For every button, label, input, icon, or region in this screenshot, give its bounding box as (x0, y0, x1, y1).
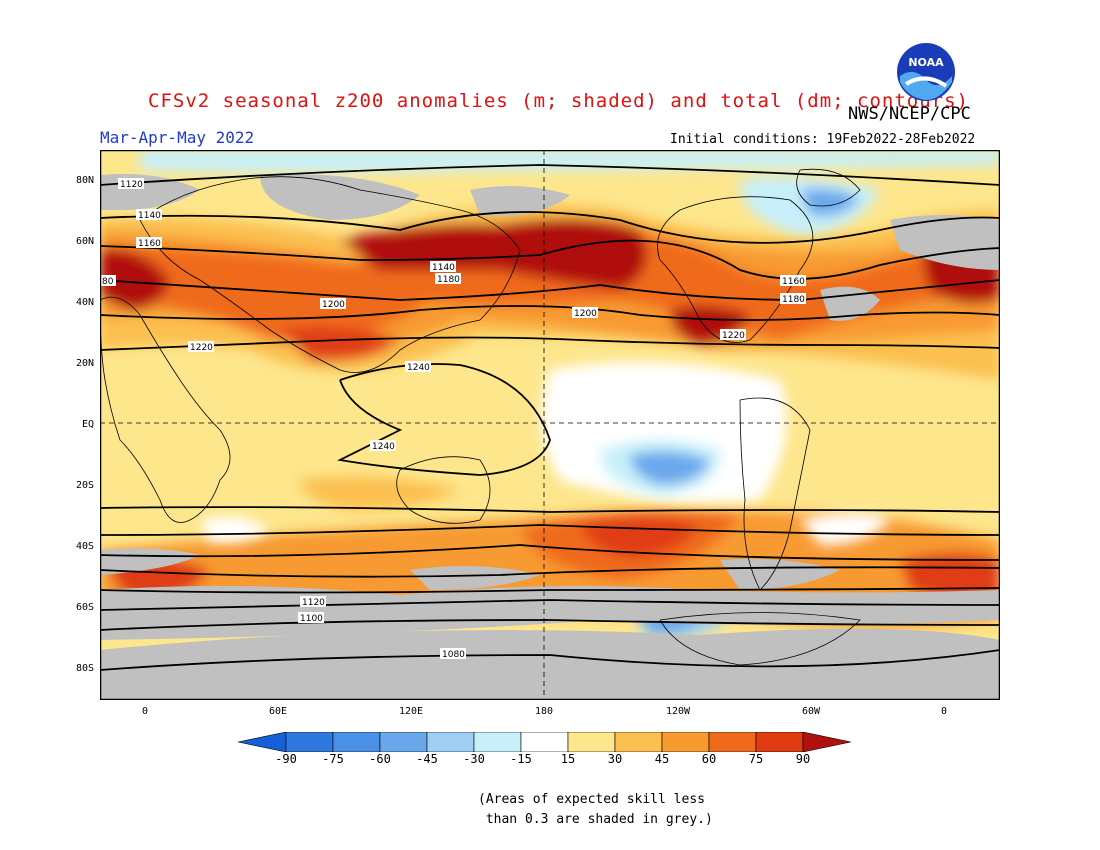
colorbar-swatch (332, 731, 381, 753)
lat-label: 20N (75, 358, 94, 369)
contour-label: 1120 (120, 180, 143, 190)
anomaly-shading-negative (140, 150, 1000, 640)
lat-label: 80S (75, 663, 94, 674)
contour-label: 80 (102, 277, 114, 287)
lon-label: 180 (534, 706, 554, 717)
lat-label: 80N (75, 175, 94, 186)
contour-label: 1180 (437, 275, 460, 285)
lat-label: EQ (81, 419, 94, 430)
lon-label: 60W (801, 706, 821, 717)
map-frame (99, 149, 1001, 701)
colorbar-tick-label: -90 (275, 752, 297, 766)
noaa-logo-text: NOAA (908, 56, 944, 69)
colorbar-swatch (708, 731, 757, 753)
contour-label: 1240 (407, 363, 430, 373)
colorbar-tick-label: -75 (322, 752, 344, 766)
lon-label: 0 (141, 706, 149, 717)
colorbar-tick-label: -45 (416, 752, 438, 766)
colorbar-tick-label: 75 (748, 752, 764, 766)
contour-label: 1200 (574, 309, 597, 319)
lat-label: 40S (75, 541, 94, 552)
contour-label: 1160 (782, 277, 805, 287)
colorbar-swatch (285, 731, 334, 753)
skill-note-line2: than 0.3 are shaded in grey.) (478, 812, 713, 827)
colorbar-tick-label: 60 (701, 752, 717, 766)
contour-label: 1240 (372, 442, 395, 452)
colorbar-swatch (473, 731, 522, 753)
contour-label: 1220 (722, 331, 745, 341)
colorbar-tick-label: 15 (560, 752, 576, 766)
contour-label: 1140 (432, 263, 455, 273)
colorbar-tick-label: 45 (654, 752, 670, 766)
lat-label: 60S (75, 602, 94, 613)
height-contours (100, 164, 1000, 671)
contour-label: 1160 (138, 239, 161, 249)
contour-label: 1080 (442, 650, 465, 660)
map-title: CFSv2 seasonal z200 anomalies (m; shaded… (148, 90, 969, 112)
colorbar-arrow-left (237, 731, 287, 753)
agency-label: NWS/NCEP/CPC (848, 104, 971, 124)
continent-outlines (100, 168, 861, 666)
colorbar-swatch (379, 731, 428, 753)
lat-label: 40N (75, 297, 94, 308)
contour-label: 1200 (322, 300, 345, 310)
colorbar-swatch (755, 731, 804, 753)
colorbar-tick-label: -60 (369, 752, 391, 766)
contour-label: 1140 (138, 211, 161, 221)
skill-note-line1: (Areas of expected skill less (478, 792, 705, 807)
colorbar-tick-label: -15 (510, 752, 532, 766)
colorbar-arrow-right (802, 731, 852, 753)
colorbar-tick-label: 90 (795, 752, 811, 766)
lat-label: 20S (75, 480, 94, 491)
skill-note: (Areas of expected skill less than 0.3 a… (478, 790, 713, 830)
colorbar-swatch (426, 731, 475, 753)
anomaly-map: 1120 1140 1160 1180 1200 1220 1240 1140 … (99, 149, 1001, 701)
lon-label: 120W (665, 706, 691, 717)
lon-label: 60E (268, 706, 288, 717)
colorbar-swatch (614, 731, 663, 753)
contour-label: 1180 (782, 295, 805, 305)
contour-label-group: 1120 1140 1160 1180 1200 1220 1240 1140 … (100, 178, 806, 660)
contour-label: 1120 (302, 598, 325, 608)
anomaly-shading-neutral (200, 362, 890, 545)
colorbar-tick-label: 30 (607, 752, 623, 766)
initial-conditions-label: Initial conditions: 19Feb2022-28Feb2022 (670, 132, 976, 147)
lat-label: 60N (75, 236, 94, 247)
lon-label: 120E (398, 706, 424, 717)
colorbar-swatch (520, 731, 569, 753)
lon-label: 0 (940, 706, 948, 717)
colorbar-swatch (567, 731, 616, 753)
colorbar (237, 731, 862, 768)
contour-label: 1220 (190, 343, 213, 353)
noaa-logo: NOAA (896, 42, 956, 102)
colorbar-tick-label: -30 (463, 752, 485, 766)
season-label: Mar-Apr-May 2022 (100, 128, 255, 147)
colorbar-swatch (661, 731, 710, 753)
contour-label: 1100 (300, 614, 323, 624)
